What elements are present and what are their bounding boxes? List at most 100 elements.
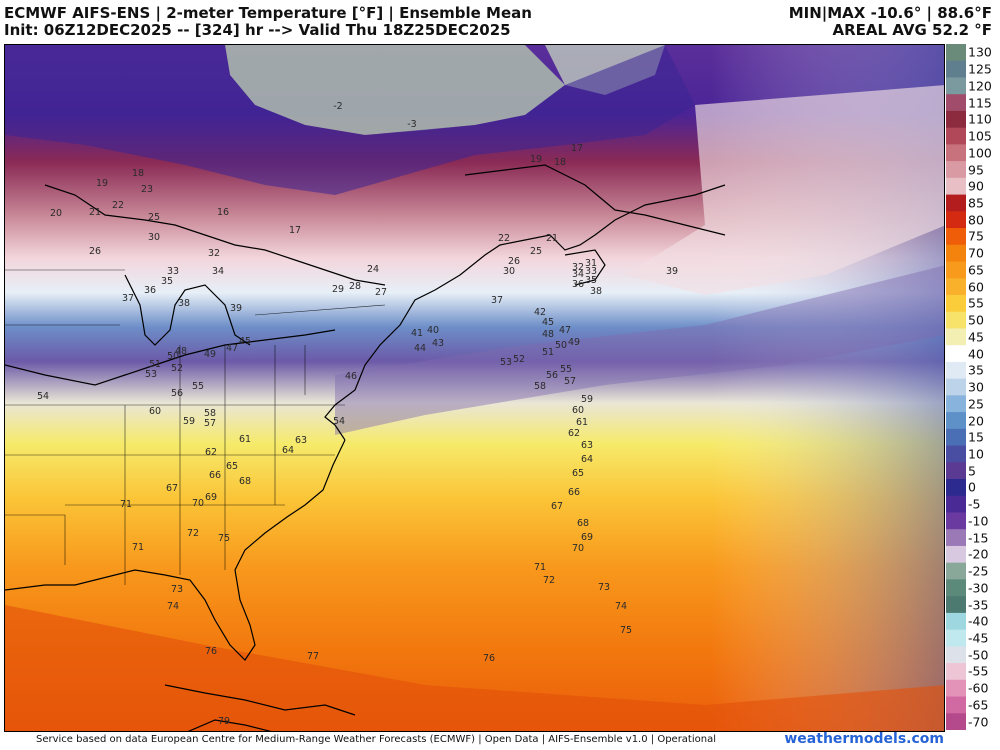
- map-subtitle: Init: 06Z12DEC2025 -- [324] hr --> Valid…: [4, 21, 511, 39]
- colorbar-swatch: [946, 679, 966, 698]
- temperature-value-label: 71: [132, 542, 144, 553]
- colorbar-label: -15: [968, 530, 989, 546]
- temperature-value-label: 28: [349, 281, 361, 292]
- temperature-value-label: 36: [144, 285, 156, 296]
- temperature-value-label: 24: [367, 264, 379, 275]
- temperature-value-label: -3: [407, 119, 416, 130]
- temperature-value-label: 57: [564, 376, 576, 387]
- colorbar-swatch: [946, 596, 966, 614]
- temperature-value-label: 76: [205, 646, 217, 657]
- temperature-value-label: 69: [205, 492, 217, 503]
- temperature-value-label: 52: [513, 354, 525, 365]
- colorbar-label: 125: [968, 61, 992, 77]
- temperature-value-label: 47: [559, 325, 571, 336]
- temperature-value-label: -2: [333, 101, 342, 112]
- colorbar-label: 130: [968, 44, 992, 60]
- colorbar-label: -25: [968, 563, 989, 579]
- temperature-value-label: 38: [590, 286, 602, 297]
- temperature-value-label: 52: [171, 363, 183, 374]
- temperature-value-label: 49: [204, 349, 216, 360]
- temperature-colorbar: [946, 44, 966, 730]
- temperature-value-label: 70: [572, 543, 584, 554]
- colorbar-label: 75: [968, 228, 984, 244]
- colorbar-swatch: [946, 44, 966, 62]
- warm-ocean-tongue: [625, 85, 944, 295]
- temperature-value-label: 18: [554, 157, 566, 168]
- colorbar-label: -10: [968, 513, 989, 529]
- temperature-value-label: 32: [572, 262, 584, 273]
- colorbar-label: 100: [968, 145, 992, 161]
- temperature-value-label: 38: [178, 298, 190, 309]
- temperature-value-label: 71: [120, 499, 132, 510]
- temperature-value-label: 30: [148, 232, 160, 243]
- colorbar-swatch: [946, 77, 966, 95]
- colorbar-swatch: [946, 428, 966, 447]
- temperature-value-label: 25: [530, 246, 542, 257]
- brand-link[interactable]: weathermodels.com: [784, 731, 944, 747]
- temperature-value-label: 68: [577, 518, 589, 529]
- temperature-value-label: 31: [585, 258, 597, 269]
- temperature-value-label: 40: [427, 325, 439, 336]
- temperature-value-label: 62: [568, 428, 580, 439]
- temperature-value-label: 73: [171, 584, 183, 595]
- temperature-value-label: 37: [491, 295, 503, 306]
- temperature-value-label: 22: [112, 200, 124, 211]
- colorbar-swatch: [946, 713, 966, 730]
- temperature-value-label: 23: [141, 184, 153, 195]
- colorbar-swatch: [946, 60, 966, 79]
- temperature-map: -2 -3 19 18 23 20 21 22 25 16 17 30 26 32 33 34 35 36 37 38…: [4, 44, 945, 732]
- temperature-value-label: 72: [187, 528, 199, 539]
- temperature-value-label: 25: [148, 212, 160, 223]
- state-borders: [5, 269, 386, 585]
- colorbar-label: 35: [968, 362, 984, 378]
- temperature-value-label: 22: [498, 233, 510, 244]
- temperature-value-label: 45: [239, 336, 251, 347]
- temperature-value-label: 16: [217, 207, 229, 218]
- temperature-value-label: 54: [37, 391, 49, 402]
- temperature-value-label: 43: [432, 338, 444, 349]
- colorbar-swatch: [946, 94, 966, 112]
- temperature-value-label: 44: [414, 343, 426, 354]
- temperature-value-label: 76: [483, 653, 495, 664]
- temperature-value-label: 37: [122, 293, 134, 304]
- temperature-value-label: 50: [555, 340, 567, 351]
- temperature-value-label: 74: [167, 601, 179, 612]
- colorbar-label: 95: [968, 162, 984, 177]
- temperature-value-label: 48: [542, 329, 554, 340]
- temperature-value-label: 67: [166, 483, 178, 494]
- temperature-value-label: 69: [581, 532, 593, 543]
- colorbar-label: -5: [968, 496, 981, 512]
- colorbar-label: 20: [968, 413, 984, 428]
- colorbar-label: 50: [968, 312, 984, 328]
- colorbar-label: -50: [968, 647, 989, 663]
- temperature-value-label: 77: [307, 651, 319, 662]
- temperature-value-label: 21: [89, 207, 101, 218]
- temperature-value-label: 33: [585, 266, 597, 277]
- map-stats-block: MIN|MAX -10.6° | 88.6°F AREAL AVG 52.2 °…: [789, 5, 992, 39]
- colorbar-label: -60: [968, 680, 989, 696]
- colorbar-swatch: [946, 161, 966, 179]
- temperature-value-label: 19: [530, 154, 542, 165]
- colorbar-label: 25: [968, 396, 984, 412]
- temperature-value-label: 41: [411, 328, 423, 339]
- colorbar-label: -65: [968, 697, 989, 713]
- temperature-value-label: 53: [145, 369, 157, 380]
- areal-average-readout: AREAL AVG 52.2 °F: [832, 21, 992, 39]
- temperature-value-label: 50: [167, 351, 179, 362]
- colorbar-swatch: [946, 328, 966, 346]
- temperature-value-label: 64: [581, 454, 593, 465]
- temperature-value-label: 35: [585, 275, 597, 286]
- colorbar-swatch: [946, 177, 966, 196]
- temperature-value-label: 60: [572, 405, 584, 416]
- temperature-value-label: 59: [183, 416, 195, 427]
- temperature-value-label: 65: [572, 468, 584, 479]
- temperature-value-label: 74: [615, 601, 627, 612]
- temperature-value-label: 27: [375, 287, 387, 298]
- min-max-readout: MIN|MAX -10.6° | 88.6°F: [788, 4, 992, 22]
- temperature-value-label: 56: [171, 388, 183, 399]
- temperature-value-label: 51: [149, 359, 161, 370]
- colorbar-label: 40: [968, 346, 984, 361]
- colorbar-swatch: [946, 144, 966, 162]
- ocean-cold-band: [335, 265, 944, 435]
